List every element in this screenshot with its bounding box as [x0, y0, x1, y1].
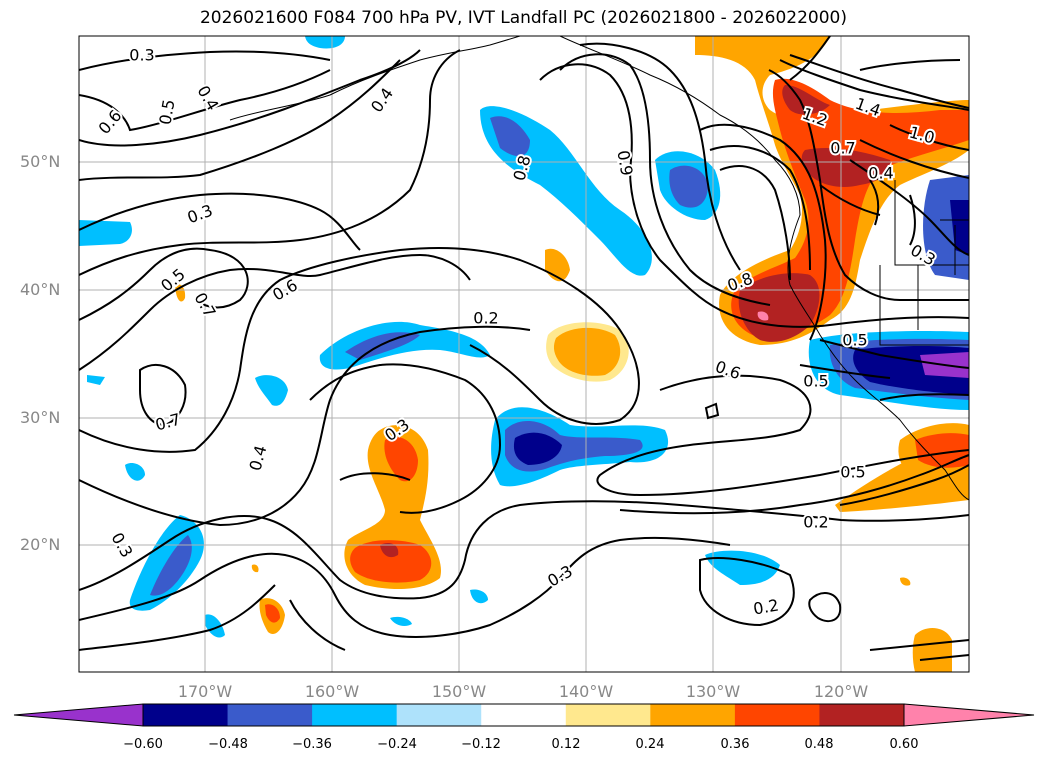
colorbar-tick-label: −0.48	[208, 737, 248, 752]
colorbar-tick-label: −0.60	[123, 737, 163, 752]
colorbar	[13, 703, 1035, 727]
contour-label: 0.5	[801, 370, 830, 393]
colorbar-tick-label: −0.36	[292, 737, 332, 752]
colorbar-swatch	[734, 704, 820, 726]
colorbar-tick-label: 0.24	[635, 737, 665, 752]
svg-text:0.3: 0.3	[129, 46, 154, 65]
colorbar-swatch	[650, 704, 736, 726]
lat-label-40n: 40°N	[20, 280, 61, 299]
negative-anomaly-fills	[79, 36, 969, 638]
map-frame	[78, 35, 970, 673]
svg-text:0.5: 0.5	[842, 331, 867, 350]
svg-text:0.5: 0.5	[840, 463, 865, 482]
colorbar-tick-label: 0.60	[889, 737, 919, 752]
map-title: 2026021600 F084 700 hPa PV, IVT Landfall…	[199, 8, 847, 28]
colorbar-swatch	[143, 704, 229, 726]
lat-label-30n: 30°N	[20, 408, 61, 427]
colorbar-swatch	[481, 704, 567, 726]
map-plot-area: 0.30.6 0.5 0.4 0.40.30.50.7 0.60.20.70.40.30…	[79, 36, 969, 672]
contour-label: 0.9	[611, 147, 638, 179]
svg-text:0.2: 0.2	[473, 309, 498, 328]
contour-label: 0.5	[838, 461, 867, 484]
svg-text:0.2: 0.2	[803, 513, 828, 532]
contour-label: 0.7	[828, 137, 857, 160]
graticule-lines	[79, 36, 969, 672]
colorbar-extend-min	[13, 703, 144, 727]
colorbar-swatch	[312, 704, 398, 726]
svg-text:0.9: 0.9	[613, 149, 636, 177]
contour-label: 0.2	[801, 511, 830, 534]
contour-label: 0.4	[866, 162, 895, 185]
lat-label-50n: 50°N	[20, 152, 61, 171]
colorbar-extend-max	[903, 703, 1035, 727]
svg-text:0.4: 0.4	[868, 164, 893, 183]
colorbar-tick-label: 0.36	[720, 737, 750, 752]
contour-label: 0.3	[127, 44, 156, 67]
lon-label-130w: 130°W	[685, 682, 741, 701]
colorbar-tick-label: 0.12	[551, 737, 581, 752]
colorbar-tick-label: −0.24	[377, 737, 417, 752]
pv-contours	[79, 36, 969, 661]
lon-label-150w: 150°W	[431, 682, 487, 701]
colorbar-swatch	[396, 704, 482, 726]
colorbar-frame	[142, 703, 905, 727]
lat-label-20n: 20°N	[20, 535, 61, 554]
contour-label: 0.5	[840, 329, 869, 352]
lon-label-140w: 140°W	[558, 682, 614, 701]
colorbar-tick-label: −0.12	[461, 737, 501, 752]
svg-text:0.5: 0.5	[803, 372, 828, 391]
lon-label-170w: 170°W	[177, 682, 233, 701]
colorbar-swatch	[819, 704, 905, 726]
lon-label-160w: 160°W	[304, 682, 360, 701]
svg-text:0.7: 0.7	[830, 139, 855, 158]
contour-label: 0.2	[471, 307, 500, 330]
colorbar-swatch	[565, 704, 651, 726]
colorbar-swatch	[227, 704, 313, 726]
lon-label-120w: 120°W	[813, 682, 869, 701]
colorbar-tick-label: 0.48	[804, 737, 834, 752]
